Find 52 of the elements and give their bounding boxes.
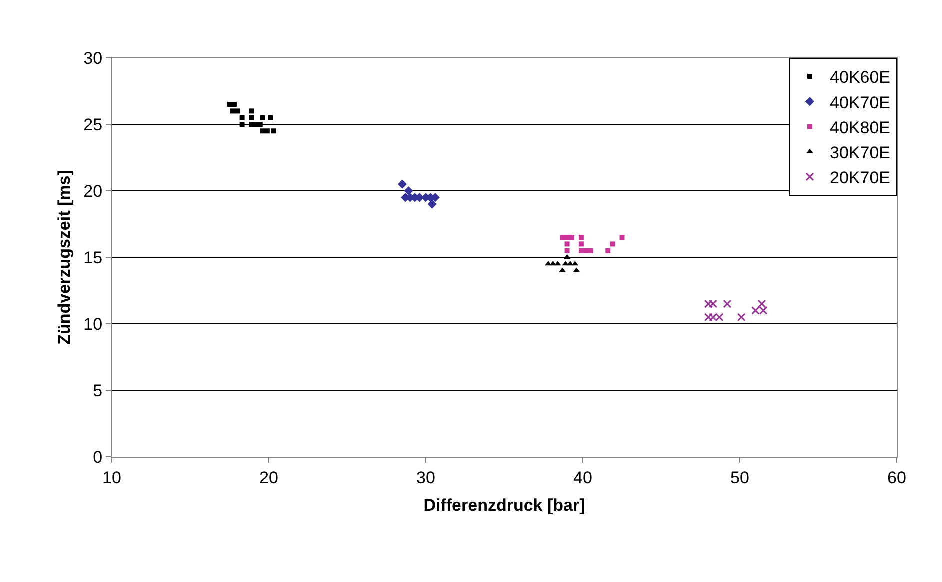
y-tick-label: 20 bbox=[84, 182, 103, 201]
point bbox=[564, 242, 570, 247]
point bbox=[578, 235, 584, 240]
legend-label: 40K70E bbox=[830, 93, 890, 112]
y-tick-label: 25 bbox=[84, 115, 103, 134]
y-tick-label: 30 bbox=[84, 48, 103, 68]
point bbox=[398, 180, 407, 189]
point bbox=[620, 235, 625, 240]
y-tick-label: 0 bbox=[93, 448, 103, 467]
y-tick-label: 5 bbox=[93, 381, 103, 400]
point bbox=[404, 186, 414, 196]
point bbox=[606, 248, 611, 254]
legend-label: 40K60E bbox=[830, 68, 890, 88]
point bbox=[428, 200, 437, 209]
x-tick-label: 40 bbox=[574, 468, 592, 488]
point bbox=[260, 128, 266, 134]
legend-label: 30K70E bbox=[830, 143, 890, 162]
point bbox=[564, 235, 570, 240]
point bbox=[249, 108, 254, 114]
point bbox=[249, 115, 254, 120]
point bbox=[232, 102, 237, 108]
x-axis-title: Differenzdruck [bar] bbox=[424, 496, 586, 515]
x-tick-label: 50 bbox=[730, 468, 750, 488]
point bbox=[737, 313, 746, 322]
point bbox=[758, 300, 766, 308]
point bbox=[560, 235, 566, 240]
point bbox=[584, 248, 589, 254]
point bbox=[264, 128, 270, 134]
x-tick-label: 20 bbox=[260, 468, 278, 488]
point bbox=[258, 122, 263, 127]
point bbox=[723, 300, 732, 308]
point bbox=[230, 108, 236, 114]
point bbox=[588, 248, 594, 254]
point bbox=[578, 248, 584, 254]
x-tick-label: 30 bbox=[416, 468, 436, 488]
y-tick-label: 15 bbox=[84, 248, 103, 268]
x-tick-label: 60 bbox=[888, 468, 906, 488]
point bbox=[240, 115, 245, 120]
point bbox=[260, 115, 266, 120]
point bbox=[564, 248, 570, 254]
y-axis-title: Zündverzugszeit [ms] bbox=[55, 170, 74, 345]
point bbox=[570, 235, 575, 240]
point bbox=[268, 115, 274, 120]
point bbox=[227, 102, 232, 108]
legend-label: 40K80E bbox=[830, 118, 890, 138]
point bbox=[235, 108, 240, 114]
point bbox=[240, 122, 245, 127]
point bbox=[578, 242, 584, 247]
point bbox=[271, 128, 276, 134]
y-tick-label: 10 bbox=[84, 314, 103, 334]
point bbox=[610, 242, 616, 247]
legend-label: 20K70E bbox=[830, 168, 890, 188]
